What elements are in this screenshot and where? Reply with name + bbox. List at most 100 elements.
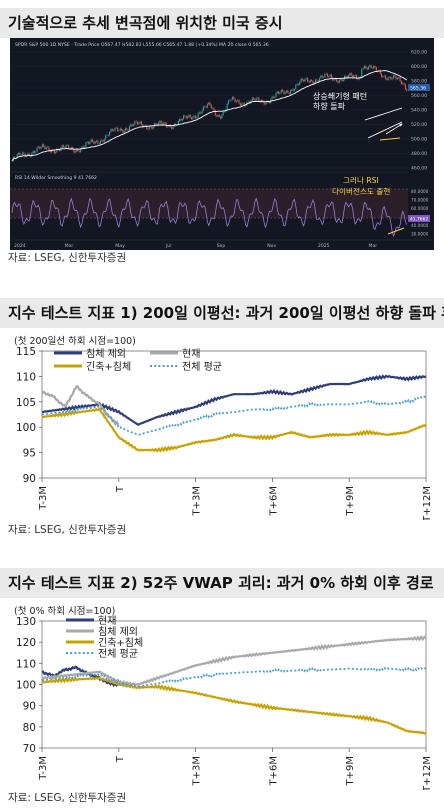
time-tick-7: Mar — [369, 243, 378, 249]
candle-body — [349, 73, 351, 76]
candle-body — [210, 105, 212, 109]
candle-body — [330, 74, 332, 78]
rsi-tick-2: 60.0000 — [411, 206, 429, 211]
candle-body — [122, 130, 124, 133]
candle-body — [375, 67, 377, 72]
section2-subnote: (첫 200일선 하회 시점=100) — [14, 336, 136, 347]
candle-body — [297, 84, 299, 85]
candle-body — [279, 92, 281, 94]
candle-body — [371, 67, 373, 69]
candle-body — [70, 147, 72, 150]
candle-body — [179, 119, 181, 121]
candle-body — [151, 126, 153, 129]
candle-body — [218, 114, 220, 117]
candle-body — [220, 116, 222, 119]
candle-body — [55, 152, 57, 154]
time-tick-4: Sep — [217, 243, 226, 249]
candle-body — [119, 128, 121, 131]
candle-body — [296, 84, 298, 85]
candle-body — [374, 66, 376, 68]
section2-title: 지수 테스트 지표 1) 200일 이평선: 과거 200일 이평선 하향 돌파… — [0, 298, 444, 328]
candle-body — [58, 149, 61, 151]
candle-body — [292, 89, 294, 91]
candle-body — [80, 148, 82, 152]
section1-title: 기술적으로 추세 변곡점에 위치한 미국 증시 — [0, 8, 444, 38]
candle-body — [43, 144, 45, 147]
candle-body — [190, 117, 193, 120]
candle-body — [188, 115, 190, 117]
candle-body — [53, 150, 55, 154]
candle-body — [295, 84, 297, 90]
candle-body — [74, 151, 76, 153]
rsi-tick-0: 80.0000 — [411, 189, 429, 194]
x-tick-label: T+9M — [345, 756, 356, 786]
x-tick-label: T — [115, 755, 126, 763]
candle-body — [35, 151, 37, 153]
candle-body — [193, 115, 195, 117]
candle-body — [159, 120, 161, 123]
candle-body — [334, 78, 336, 80]
candle-body — [68, 145, 70, 149]
candle-body — [370, 65, 372, 68]
candle-body — [226, 103, 228, 110]
candle-body — [278, 91, 280, 94]
candle-body — [373, 66, 375, 69]
candle-body — [406, 89, 408, 91]
candle-body — [31, 153, 33, 157]
candle-body — [280, 89, 282, 93]
candle-body — [363, 66, 365, 69]
candle-body — [320, 75, 322, 79]
time-tick-1: Mar — [65, 243, 74, 249]
candle-body — [169, 125, 171, 127]
candle-body — [117, 127, 119, 131]
candle-body — [396, 78, 398, 80]
candle-body — [336, 78, 338, 82]
candle-body — [289, 90, 292, 94]
candle-body — [217, 114, 219, 117]
price-tick-2: 580.00 — [411, 79, 427, 85]
candle-body — [329, 74, 331, 77]
x-tick-label: T+6M — [268, 486, 279, 516]
price-tick-6: 500.00 — [411, 137, 427, 143]
candle-body — [286, 90, 288, 93]
y-tick-label: 80 — [23, 722, 36, 734]
candle-body — [234, 98, 236, 102]
x-tick-label: T+6M — [268, 756, 279, 786]
price-tick-7: 480.00 — [411, 151, 427, 157]
candle-body — [263, 101, 265, 105]
candle-body — [305, 78, 307, 79]
candle-body — [37, 146, 39, 148]
candle-body — [23, 152, 25, 154]
candle-body — [249, 101, 251, 104]
candle-body — [399, 77, 401, 82]
series-line-0 — [41, 374, 427, 426]
candle-body — [271, 96, 273, 100]
candle-body — [65, 145, 67, 148]
candle-body — [95, 140, 98, 142]
candle-body — [14, 157, 16, 158]
candle-body — [300, 78, 302, 82]
candle-body — [246, 101, 248, 106]
candle-body — [253, 97, 255, 100]
candle-body — [272, 96, 274, 98]
candle-body — [255, 98, 257, 101]
rsi-tick-4: 40.0000 — [411, 223, 429, 228]
candle-body — [394, 75, 396, 77]
y-tick-label: 110 — [16, 658, 36, 670]
candle-body — [266, 100, 268, 104]
candle-body — [45, 147, 47, 149]
candle-body — [230, 99, 232, 101]
candle-body — [365, 66, 367, 68]
candle-body — [81, 146, 83, 149]
last-price-label: 565.36 — [410, 86, 426, 92]
candle-body — [206, 104, 208, 108]
y-tick-label: 100 — [16, 422, 36, 434]
candle-body — [123, 130, 125, 133]
candle-body — [299, 81, 301, 85]
candle-body — [189, 115, 191, 118]
candle-body — [130, 124, 132, 127]
candle-body — [245, 105, 247, 106]
candle-body — [398, 77, 400, 79]
price-axis: 620.00 600.00 580.00 560.00 540.00 520.00 500.… — [411, 50, 427, 172]
